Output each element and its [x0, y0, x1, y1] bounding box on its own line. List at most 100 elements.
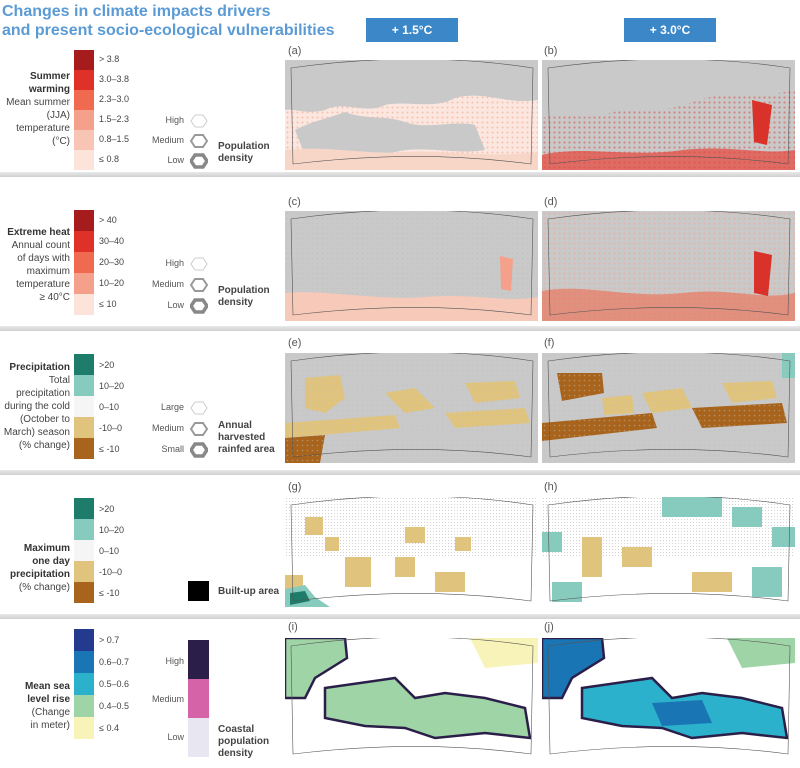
caption-line: harvested	[218, 432, 266, 443]
row-sea-level-rise: Mean sea level rise (Change in meter) > …	[0, 621, 800, 768]
pop-level-low: Low	[167, 155, 184, 165]
color-swatch	[74, 375, 94, 396]
hexagon-small-icon	[190, 401, 208, 415]
class-label: ≤ -10	[99, 444, 120, 454]
built-up-swatch	[188, 581, 209, 601]
summer-warming-label: Summer warming Mean summer (JJA) tempera…	[2, 70, 70, 148]
row-separator	[0, 326, 800, 331]
map-panel-b	[542, 60, 795, 170]
label-line: (JJA)	[46, 110, 70, 121]
class-label: 0.6–0.7	[99, 657, 130, 667]
hexagon-large-icon	[190, 153, 208, 169]
map-panel-f	[542, 353, 795, 463]
color-swatch	[74, 717, 94, 739]
map-panel-g	[285, 497, 538, 607]
panel-label-c: (c)	[288, 196, 301, 208]
area-level-large: Large	[160, 402, 184, 412]
color-swatch	[74, 150, 94, 170]
caption-line: Coastal	[218, 724, 255, 735]
class-label: 2.3–3.0	[99, 94, 130, 104]
panel-label-a: (a)	[288, 45, 302, 57]
figure-title: Changes in climate impacts drivers and p…	[2, 2, 335, 40]
class-label: 0–10	[99, 402, 120, 412]
coastal-density-colorbar	[188, 640, 209, 757]
coastal-density-caption: Coastal population density	[218, 724, 269, 760]
class-label: ≤ 10	[99, 299, 117, 309]
map-panel-j	[542, 638, 795, 760]
label-line: ≥ 40°C	[39, 292, 70, 303]
label-line: (% change)	[18, 582, 70, 593]
caption-line: population	[218, 736, 270, 747]
class-label: 0–10	[99, 546, 120, 556]
hexagon-medium-icon	[190, 134, 208, 148]
class-label: 1.5–2.3	[99, 114, 130, 124]
coastal-level-high: High	[165, 656, 184, 666]
precipitation-label: Precipitation Total precipitation during…	[2, 361, 70, 452]
color-swatch	[74, 629, 94, 651]
class-label: -10–0	[99, 567, 123, 577]
class-label: ≤ 0.8	[99, 154, 119, 164]
class-label: >20	[99, 504, 115, 514]
panel-label-d: (d)	[544, 196, 558, 208]
panel-label-j: (j)	[544, 621, 554, 633]
color-swatch	[74, 252, 94, 273]
color-swatch	[74, 396, 94, 417]
class-label: 0.5–0.6	[99, 679, 130, 689]
label-bold: level rise	[27, 694, 70, 705]
color-swatch	[188, 718, 209, 757]
title-line-1: Changes in climate impacts drivers	[2, 3, 271, 20]
pop-level-medium: Medium	[151, 279, 184, 289]
label-line: maximum	[26, 266, 70, 277]
title-line-2: and present socio-ecological vulnerabili…	[2, 22, 335, 39]
map-panel-d	[542, 211, 795, 321]
caption-line: density	[218, 748, 254, 759]
color-swatch	[74, 70, 94, 90]
class-label: 0.8–1.5	[99, 134, 130, 144]
color-swatch	[74, 540, 94, 561]
pop-density-caption: Population density	[218, 285, 270, 309]
class-label: 30–40	[99, 236, 125, 246]
caption-line: rainfed area	[218, 444, 275, 455]
row-precipitation: Precipitation Total precipitation during…	[0, 336, 800, 466]
panel-label-b: (b)	[544, 45, 558, 57]
label-bold: precipitation	[9, 569, 70, 580]
map-panel-h	[542, 497, 795, 607]
color-swatch	[188, 679, 209, 718]
color-swatch	[74, 354, 94, 375]
hexagon-small-icon	[190, 257, 208, 271]
label-line: of days with	[17, 253, 70, 264]
pop-density-caption: Population density	[218, 141, 270, 165]
color-swatch	[74, 519, 94, 540]
class-label: 10–20	[99, 381, 125, 391]
color-swatch	[74, 417, 94, 438]
class-label: >20	[99, 360, 115, 370]
row-separator	[0, 614, 800, 619]
caption-line: density	[218, 297, 254, 308]
color-swatch	[74, 498, 94, 519]
map-panel-e	[285, 353, 538, 463]
coastal-level-medium: Medium	[151, 694, 184, 704]
color-swatch	[74, 582, 94, 603]
color-swatch	[74, 130, 94, 150]
panel-label-h: (h)	[544, 481, 558, 493]
label-line: (Change	[31, 707, 70, 718]
row-max-one-day-precipitation: Maximum one day precipitation (% change)…	[0, 480, 800, 610]
label-line: during the cold	[4, 401, 70, 412]
sea-level-label: Mean sea level rise (Change in meter)	[2, 680, 70, 732]
label-line: Total	[48, 375, 70, 386]
color-swatch	[74, 50, 94, 70]
label-line: temperature	[16, 123, 70, 134]
label-line: temperature	[16, 279, 70, 290]
scenario-3-0c-header: + 3.0°C	[624, 18, 716, 42]
harvested-area-caption: Annual harvested rainfed area	[218, 420, 275, 456]
scenario-1-5c-header: + 1.5°C	[366, 18, 458, 42]
hexagon-medium-icon	[190, 422, 208, 436]
pop-level-high: High	[165, 115, 184, 125]
panel-label-e: (e)	[288, 337, 302, 349]
map-panel-i	[285, 638, 538, 760]
panel-label-f: (f)	[544, 337, 555, 349]
class-label: 3.0–3.8	[99, 74, 130, 84]
panel-label-i: (i)	[288, 621, 298, 633]
color-swatch	[74, 438, 94, 459]
max-precip-label: Maximum one day precipitation (% change)	[2, 542, 70, 594]
